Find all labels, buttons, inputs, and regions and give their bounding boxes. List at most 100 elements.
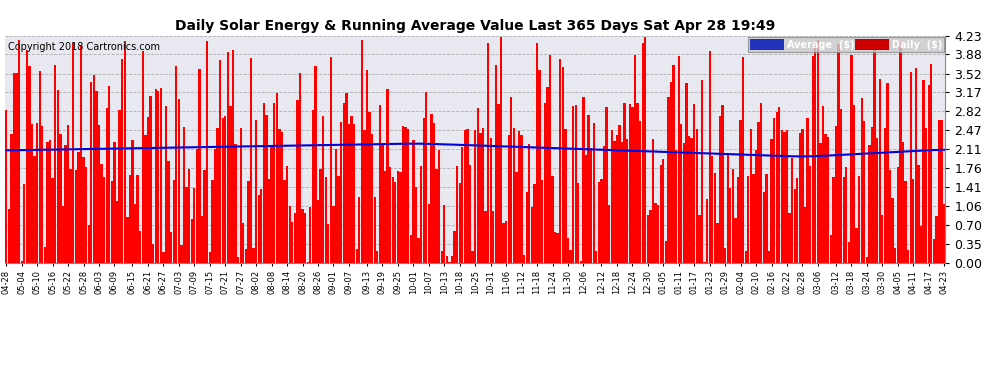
Bar	[214, 149, 216, 262]
Bar	[67, 125, 69, 262]
Bar	[544, 103, 545, 262]
Bar	[379, 105, 381, 262]
Bar	[320, 170, 322, 262]
Bar	[531, 207, 533, 262]
Bar	[211, 180, 214, 262]
Bar	[737, 177, 740, 262]
Bar	[418, 238, 420, 262]
Bar	[103, 177, 105, 262]
Bar	[389, 167, 391, 262]
Bar	[121, 59, 124, 262]
Bar	[639, 121, 642, 262]
Bar	[93, 75, 95, 262]
Bar	[796, 178, 799, 262]
Bar	[770, 138, 772, 262]
Bar	[415, 187, 417, 262]
Bar	[54, 65, 56, 262]
Bar	[255, 120, 257, 262]
Bar	[340, 122, 343, 262]
Bar	[42, 126, 44, 262]
Bar	[722, 105, 724, 262]
Bar	[142, 51, 144, 262]
Bar	[327, 224, 330, 262]
Bar	[222, 118, 224, 262]
Bar	[735, 218, 737, 262]
Bar	[288, 206, 291, 262]
Bar	[642, 43, 644, 262]
Bar	[719, 116, 721, 262]
Bar	[711, 156, 714, 262]
Bar	[317, 200, 319, 262]
Bar	[619, 125, 621, 262]
Bar	[773, 118, 775, 262]
Bar	[113, 142, 116, 262]
Bar	[561, 67, 564, 262]
Bar	[536, 43, 539, 262]
Bar	[47, 142, 49, 262]
Bar	[201, 216, 203, 262]
Bar	[521, 135, 523, 262]
Bar	[476, 108, 479, 262]
Bar	[518, 131, 520, 262]
Bar	[564, 129, 566, 262]
Bar	[634, 55, 637, 262]
Bar	[835, 126, 838, 262]
Bar	[82, 157, 85, 262]
Bar	[781, 130, 783, 262]
Bar	[270, 146, 273, 262]
Bar	[716, 223, 719, 262]
Bar	[322, 116, 325, 262]
Bar	[500, 37, 502, 262]
Bar	[10, 134, 13, 262]
Bar	[523, 255, 526, 262]
Bar	[100, 164, 103, 262]
Bar	[762, 192, 765, 262]
Bar	[283, 180, 286, 262]
Bar	[884, 128, 886, 262]
Bar	[685, 83, 688, 262]
Bar	[644, 37, 646, 262]
Bar	[621, 142, 624, 262]
Bar	[474, 130, 476, 262]
Bar	[129, 175, 131, 262]
Bar	[386, 89, 389, 262]
Bar	[108, 87, 111, 262]
Bar	[907, 250, 909, 262]
Bar	[680, 124, 682, 262]
Bar	[394, 182, 396, 262]
Bar	[744, 251, 746, 262]
Bar	[23, 184, 26, 262]
Bar	[783, 132, 786, 262]
Bar	[178, 99, 180, 262]
Bar	[775, 112, 778, 262]
Bar	[471, 251, 474, 262]
Bar	[425, 92, 428, 262]
Bar	[611, 130, 613, 262]
Bar	[690, 138, 693, 262]
Bar	[34, 156, 36, 262]
Bar	[224, 116, 227, 262]
Bar	[335, 149, 338, 262]
Bar	[778, 107, 780, 262]
Bar	[309, 207, 312, 262]
Bar	[85, 167, 87, 262]
Bar	[889, 170, 891, 262]
Bar	[74, 170, 77, 262]
Bar	[466, 129, 468, 262]
Bar	[209, 252, 211, 262]
Bar	[817, 40, 819, 262]
Bar	[654, 203, 656, 262]
Bar	[134, 204, 137, 262]
Bar	[757, 122, 759, 262]
Bar	[80, 45, 82, 262]
Bar	[237, 256, 240, 262]
Bar	[240, 128, 242, 262]
Bar	[262, 104, 265, 262]
Bar	[489, 138, 492, 262]
Bar	[799, 133, 801, 262]
Bar	[281, 132, 283, 262]
Bar	[149, 96, 151, 262]
Bar	[64, 145, 66, 262]
Bar	[402, 126, 404, 262]
Bar	[36, 123, 39, 262]
